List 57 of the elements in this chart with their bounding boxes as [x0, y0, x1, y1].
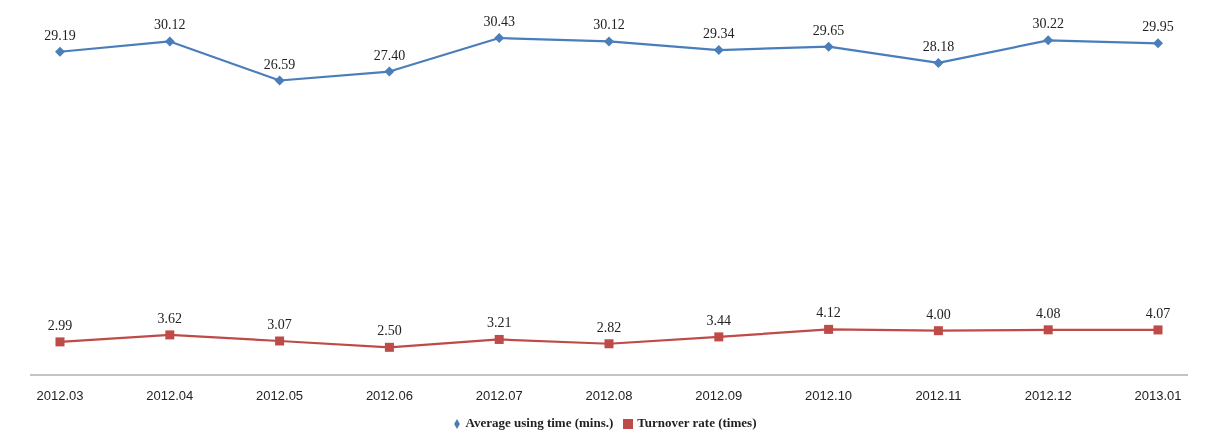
- data-label: 29.19: [44, 27, 76, 43]
- data-label: 29.65: [812, 22, 845, 38]
- data-label: 4.08: [1035, 305, 1061, 321]
- x-tick-label: 2012.10: [805, 388, 853, 404]
- point: [823, 41, 834, 52]
- data-label: 28.18: [922, 38, 955, 54]
- data-label: 29.95: [1142, 19, 1174, 35]
- data-label: 26.59: [263, 56, 296, 72]
- data-label: 3.44: [706, 312, 732, 328]
- data-label: 30.43: [483, 14, 515, 29]
- x-tick-label: 2012.11: [915, 388, 962, 404]
- point: [1043, 325, 1053, 335]
- data-label: 2.99: [47, 317, 73, 333]
- x-tick-label: 2012.09: [695, 388, 743, 404]
- point: [494, 334, 504, 344]
- x-tick-label: 2012.06: [365, 388, 413, 404]
- data-label: 2.82: [596, 319, 622, 335]
- point: [275, 336, 285, 346]
- point: [713, 45, 724, 56]
- point: [164, 36, 175, 47]
- data-label: 2.50: [377, 323, 402, 339]
- point: [1153, 325, 1163, 335]
- x-tick-label: 2012.05: [256, 388, 304, 404]
- data-label: 3.21: [486, 315, 512, 331]
- point: [55, 46, 65, 57]
- point: [274, 75, 285, 86]
- point: [714, 332, 724, 342]
- legend-label: Turnover rate (times): [637, 415, 757, 430]
- x-tick-label: 2012.07: [475, 388, 523, 404]
- x-tick-label: 2012.08: [585, 388, 633, 404]
- point: [384, 342, 394, 352]
- point: [824, 324, 834, 334]
- point: [933, 57, 944, 68]
- point: [1043, 35, 1054, 46]
- point: [933, 326, 943, 336]
- x-tick-label: 2012.03: [36, 388, 84, 404]
- data-label: 4.07: [1145, 305, 1171, 321]
- data-label: 4.12: [816, 305, 841, 321]
- data-label: 27.40: [373, 47, 406, 63]
- data-label: 30.12: [154, 17, 186, 33]
- data-label: 29.34: [703, 26, 735, 42]
- data-label: 3.07: [267, 317, 292, 332]
- point: [604, 339, 614, 349]
- data-label: 30.12: [593, 17, 625, 33]
- data-label: 4.00: [926, 306, 951, 322]
- x-tick-label: 2012.04: [146, 388, 194, 404]
- legend-label: Average using time (mins.): [465, 415, 614, 430]
- data-label: 3.62: [157, 310, 183, 326]
- point: [604, 36, 614, 47]
- x-tick-label: 2013.01: [1134, 388, 1182, 404]
- point: [55, 337, 65, 347]
- x-tick-label: 2012.12: [1024, 388, 1072, 404]
- point: [384, 66, 395, 77]
- point: [494, 33, 505, 43]
- point: [165, 330, 175, 340]
- data-label: 30.22: [1032, 16, 1064, 32]
- point: [1153, 38, 1163, 49]
